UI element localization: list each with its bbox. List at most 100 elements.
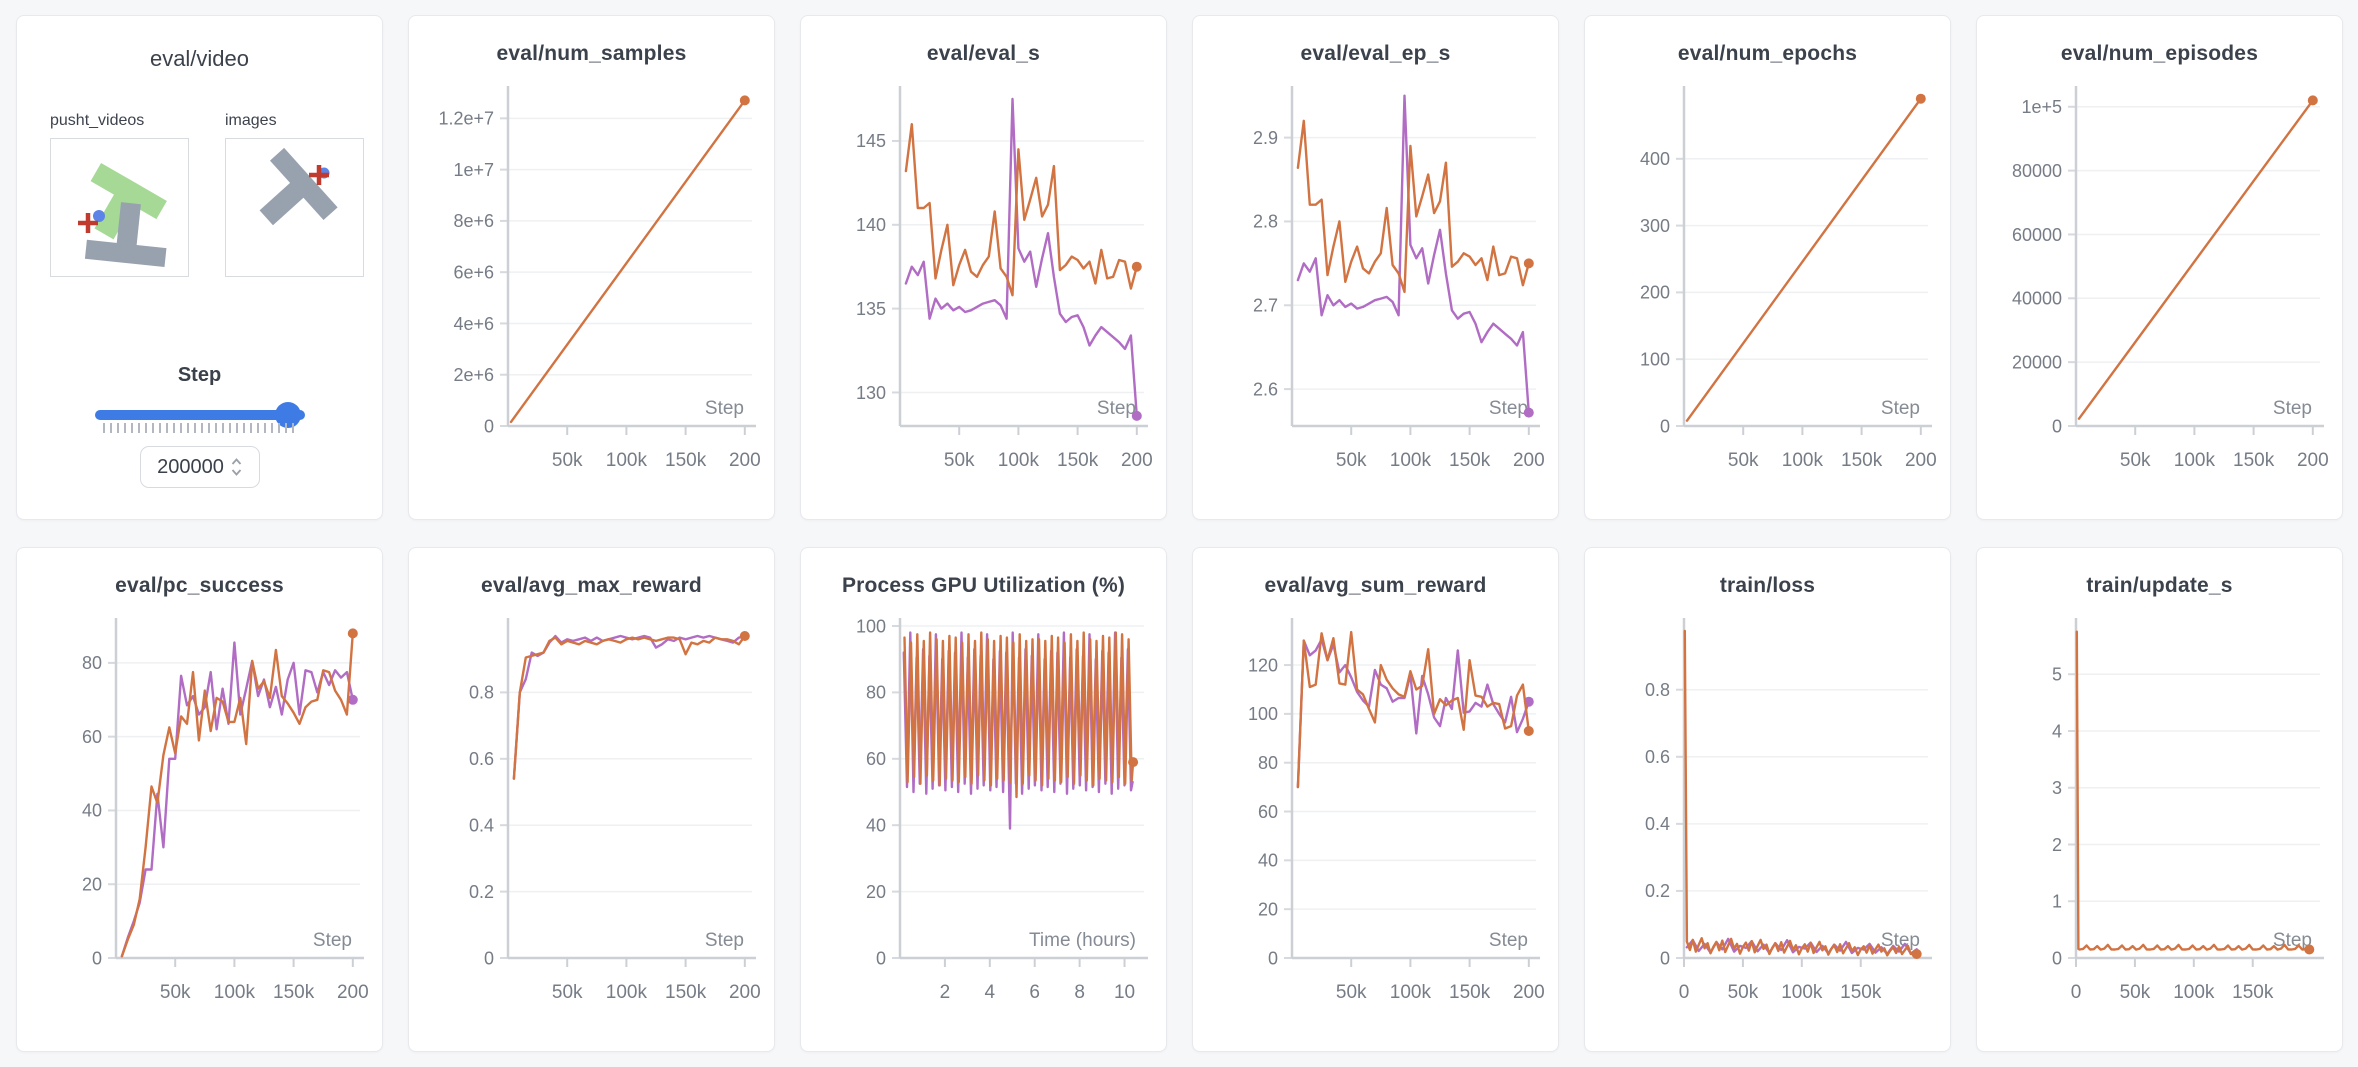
svg-text:150k: 150k [273, 982, 315, 1003]
svg-text:150k: 150k [2233, 450, 2275, 471]
panel-process-gpu-utilization: Process GPU Utilization (%) 0 20 40 60 80 100… [800, 547, 1167, 1052]
svg-text:2: 2 [2051, 835, 2061, 855]
svg-text:1.2e+7: 1.2e+7 [438, 109, 494, 129]
svg-text:20000: 20000 [2011, 352, 2061, 372]
svg-text:4: 4 [984, 982, 995, 1003]
chart-eval-eval-s[interactable]: 130 135 140 145 50k 100k 150k 200 Step [804, 74, 1164, 474]
svg-text:100k: 100k [1389, 982, 1431, 1003]
svg-text:80: 80 [81, 653, 101, 673]
svg-text:200: 200 [1512, 450, 1544, 471]
svg-text:0.8: 0.8 [468, 683, 493, 703]
svg-text:0: 0 [1659, 948, 1669, 968]
panel-eval-eval-ep-s: eval/eval_ep_s 2.6 2.7 2.8 2.9 50k 100k 150k 20… [1192, 15, 1559, 520]
svg-text:20: 20 [865, 882, 885, 902]
svg-text:40: 40 [1257, 851, 1277, 871]
svg-text:6e+6: 6e+6 [453, 262, 494, 282]
svg-text:100k: 100k [2173, 982, 2215, 1003]
svg-text:0.8: 0.8 [1644, 680, 1669, 700]
svg-text:100: 100 [855, 616, 885, 636]
svg-text:100k: 100k [997, 450, 1039, 471]
svg-text:80: 80 [865, 683, 885, 703]
svg-text:0: 0 [1659, 416, 1669, 436]
svg-text:100k: 100k [1781, 450, 1823, 471]
chart-title: eval/num_samples [496, 42, 687, 65]
chart-eval-avg-max-reward[interactable]: 0 0.2 0.4 0.6 0.8 50k 100k 150k 200 Step [412, 606, 772, 1006]
svg-text:Step: Step [1488, 930, 1527, 951]
step-value: 200000 [157, 455, 224, 478]
svg-text:0: 0 [875, 948, 885, 968]
svg-text:0.6: 0.6 [1644, 747, 1669, 767]
panel-eval-num-epochs: eval/num_epochs 0 100 200 300 400 50k 100k 150k… [1584, 15, 1951, 520]
pusht-scene-graphic [78, 162, 167, 268]
svg-text:100: 100 [1247, 704, 1277, 724]
step-number-input[interactable]: 200000 [139, 446, 260, 488]
svg-text:50k: 50k [159, 982, 190, 1003]
svg-text:2.7: 2.7 [1252, 296, 1277, 316]
svg-text:2.9: 2.9 [1252, 128, 1277, 148]
svg-text:50k: 50k [943, 450, 974, 471]
svg-text:0: 0 [483, 948, 493, 968]
panel-eval-eval-s: eval/eval_s 130 135 140 145 50k 100k 150k 200 St… [800, 15, 1167, 520]
svg-text:80: 80 [1257, 753, 1277, 773]
chart-title: eval/eval_ep_s [1300, 42, 1451, 65]
chart-title: eval/num_epochs [1677, 42, 1858, 65]
svg-text:135: 135 [855, 299, 885, 319]
svg-text:2.8: 2.8 [1252, 212, 1277, 232]
svg-text:4: 4 [2051, 721, 2061, 741]
chart-eval-num-samples[interactable]: 0 2e+6 4e+6 6e+6 8e+6 1e+7 1.2e+7 50k 100k 150k 20… [412, 74, 772, 474]
chart-eval-num-episodes[interactable]: 0 20000 40000 60000 80000 1e+5 50k 100k 150k 200 S… [1980, 74, 2340, 474]
goal-cross [309, 165, 329, 185]
svg-text:150k: 150k [2232, 982, 2274, 1003]
stepper-arrows-icon[interactable] [231, 456, 242, 478]
svg-text:0: 0 [1678, 982, 1689, 1003]
svg-text:100k: 100k [605, 982, 647, 1003]
chart-eval-pc-success[interactable]: 0 20 40 60 80 50k 100k 150k 200 Step [20, 606, 380, 1006]
panel-eval-pc-success: eval/pc_success 0 20 40 60 80 50k 100k 150k 200 S… [16, 547, 383, 1052]
panel-eval-num-episodes: eval/num_episodes 0 20000 40000 60000 80000 1… [1976, 15, 2343, 520]
svg-text:100k: 100k [1781, 982, 1823, 1003]
chart-eval-num-epochs[interactable]: 0 100 200 300 400 50k 100k 150k 200 Step [1588, 74, 1948, 474]
svg-text:0: 0 [2051, 416, 2061, 436]
chart-title: train/loss [1719, 574, 1816, 597]
svg-text:40000: 40000 [2011, 289, 2061, 309]
svg-text:2e+6: 2e+6 [453, 365, 494, 385]
svg-text:50k: 50k [2119, 982, 2150, 1003]
svg-text:50k: 50k [1335, 982, 1366, 1003]
svg-text:50k: 50k [551, 982, 582, 1003]
svg-text:0.4: 0.4 [1644, 814, 1669, 834]
video-thumbnail-pusht-videos[interactable] [50, 138, 189, 277]
panel-train-update-s: train/update_s 0 1 2 3 4 5 0 50k 100k 150k Step [1976, 547, 2343, 1052]
step-slider-tickmarks [103, 423, 295, 433]
svg-text:8e+6: 8e+6 [453, 211, 494, 231]
step-slider-track[interactable] [95, 410, 305, 420]
chart-process-gpu-utilization[interactable]: 0 20 40 60 80 100 2 4 6 8 10 Time (hours) [804, 606, 1164, 1006]
svg-text:0.2: 0.2 [468, 882, 493, 902]
svg-text:100k: 100k [605, 450, 647, 471]
gray-t-block [259, 147, 338, 226]
svg-text:6: 6 [1029, 982, 1040, 1003]
chart-eval-avg-sum-reward[interactable]: 0 20 40 60 80 100 120 50k 100k 150k 200 Step [1196, 606, 1556, 1006]
svg-text:80000: 80000 [2011, 161, 2061, 181]
chart-train-loss[interactable]: 0 0.2 0.4 0.6 0.8 0 50k 100k 150k Step [1588, 606, 1948, 1006]
svg-text:20: 20 [81, 875, 101, 895]
video-thumbnail-images[interactable] [225, 138, 364, 277]
svg-text:Step: Step [312, 930, 351, 951]
svg-text:200: 200 [728, 450, 760, 471]
svg-text:0.2: 0.2 [1644, 881, 1669, 901]
svg-text:0.4: 0.4 [468, 816, 493, 836]
svg-text:5: 5 [2051, 665, 2061, 685]
svg-text:145: 145 [855, 131, 885, 151]
svg-text:400: 400 [1639, 149, 1669, 169]
chart-eval-eval-ep-s[interactable]: 2.6 2.7 2.8 2.9 50k 100k 150k 200 Step [1196, 74, 1556, 474]
svg-text:100k: 100k [213, 982, 255, 1003]
svg-text:Step: Step [704, 930, 743, 951]
svg-text:40: 40 [865, 816, 885, 836]
goal-cross [78, 213, 98, 233]
agent-dot [93, 210, 105, 222]
svg-text:0: 0 [2070, 982, 2081, 1003]
svg-text:200: 200 [2296, 450, 2328, 471]
svg-text:200: 200 [728, 982, 760, 1003]
svg-text:8: 8 [1074, 982, 1085, 1003]
svg-text:0.6: 0.6 [468, 749, 493, 769]
